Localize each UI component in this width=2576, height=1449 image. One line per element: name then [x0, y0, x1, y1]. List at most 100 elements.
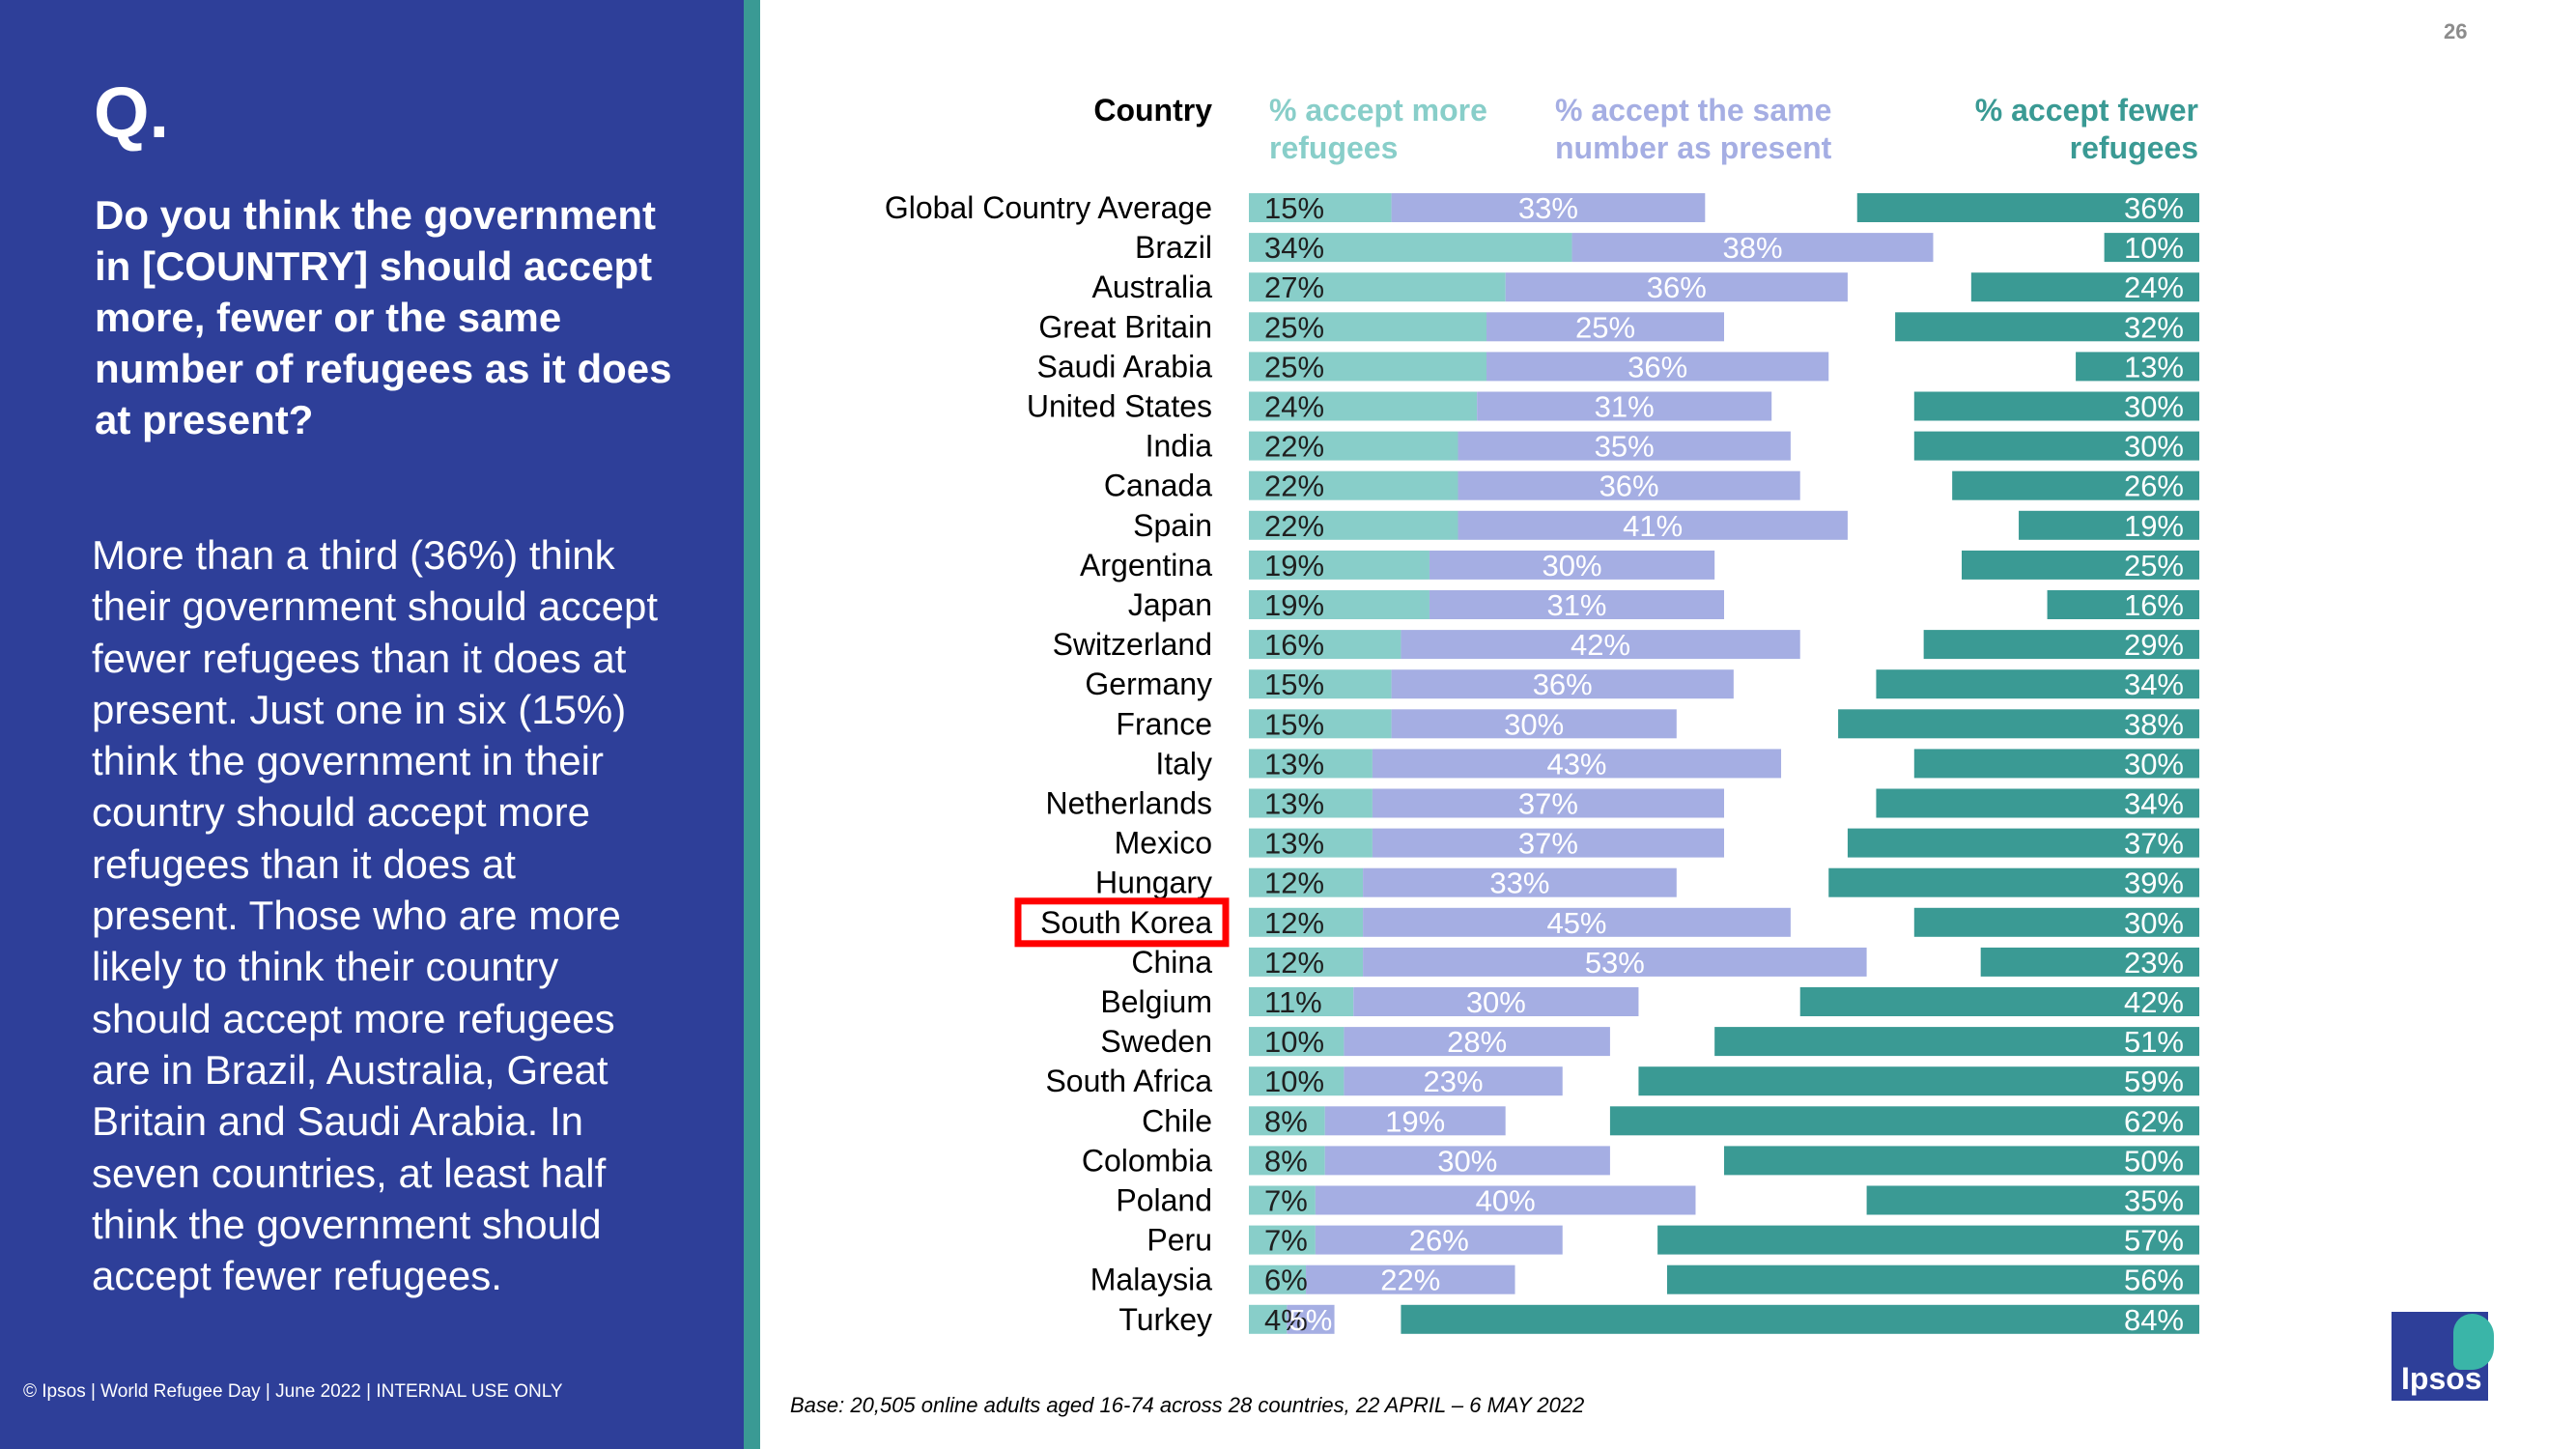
label-fewer-poland: 35% — [2124, 1184, 2184, 1218]
bar-more-south-africa — [1249, 1066, 1345, 1096]
bar-same-mexico — [1372, 828, 1724, 858]
bar-same-belgium — [1353, 987, 1639, 1016]
page-number: 26 — [2444, 19, 2468, 43]
label-more-canada: 22% — [1264, 469, 1324, 503]
country-label-malaysia: Malaysia — [1090, 1263, 1212, 1297]
country-label-sweden: Sweden — [1100, 1024, 1212, 1059]
bar-same-netherlands — [1372, 788, 1724, 818]
bar-more-france — [1249, 709, 1392, 739]
label-more-malaysia: 6% — [1264, 1264, 1308, 1297]
label-same-mexico: 37% — [1518, 827, 1578, 861]
question-label: Q. — [94, 72, 170, 153]
bar-more-mexico — [1249, 828, 1373, 858]
label-same-spain: 41% — [1623, 509, 1683, 543]
country-label-brazil: Brazil — [1135, 230, 1212, 265]
bar-fewer-south-africa — [1638, 1066, 2199, 1096]
bar-same-chile — [1324, 1106, 1506, 1136]
label-same-hungary: 33% — [1489, 867, 1549, 900]
label-fewer-sweden: 51% — [2124, 1025, 2184, 1059]
label-same-south-africa: 23% — [1424, 1065, 1484, 1098]
bar-same-poland — [1315, 1185, 1696, 1215]
bar-more-china — [1249, 947, 1364, 977]
label-fewer-saudi-arabia: 13% — [2124, 350, 2184, 384]
label-same-turkey: 5% — [1289, 1303, 1333, 1337]
country-label-great-britain: Great Britain — [1038, 309, 1212, 344]
bar-fewer-brazil — [2104, 233, 2199, 263]
country-label-canada: Canada — [1104, 469, 1212, 503]
label-fewer-malaysia: 56% — [2124, 1264, 2184, 1297]
bar-fewer-malaysia — [1666, 1264, 2199, 1294]
label-same-south-korea: 45% — [1546, 906, 1606, 940]
bar-same-germany — [1391, 669, 1734, 699]
bar-fewer-belgium — [1799, 987, 2199, 1016]
bar-same-sweden — [1344, 1027, 1610, 1057]
label-fewer-south-africa: 59% — [2124, 1065, 2184, 1098]
bar-more-poland — [1249, 1185, 1316, 1215]
label-more-brazil: 34% — [1264, 231, 1324, 265]
label-more-netherlands: 13% — [1264, 787, 1324, 821]
bar-more-germany — [1249, 669, 1392, 699]
label-fewer-chile: 62% — [2124, 1104, 2184, 1138]
country-label-chile: Chile — [1142, 1103, 1212, 1138]
label-more-india: 22% — [1264, 430, 1324, 464]
label-fewer-hungary: 39% — [2124, 867, 2184, 900]
legend-accept-fewer: % accept fewer refugees — [1974, 93, 2198, 165]
bar-more-japan — [1249, 590, 1430, 619]
bar-same-argentina — [1429, 550, 1715, 580]
bar-fewer-germany — [1876, 669, 2199, 699]
label-same-china: 53% — [1585, 946, 1645, 980]
bar-fewer-great-britain — [1895, 312, 2199, 342]
label-fewer-china: 23% — [2124, 946, 2184, 980]
bar-more-argentina — [1249, 550, 1430, 580]
country-label-switzerland: Switzerland — [1053, 627, 1212, 662]
bar-more-spain — [1249, 510, 1458, 540]
label-fewer-canada: 26% — [2124, 469, 2184, 503]
country-label-south-korea: South Korea — [1040, 905, 1212, 940]
bar-same-france — [1391, 709, 1677, 739]
label-more-south-korea: 12% — [1264, 906, 1324, 940]
label-same-malaysia: 22% — [1380, 1264, 1440, 1297]
bar-fewer-mexico — [1847, 828, 2199, 858]
bar-same-global-country-average — [1391, 193, 1706, 222]
label-fewer-argentina: 25% — [2124, 549, 2184, 582]
bar-fewer-saudi-arabia — [2076, 352, 2199, 382]
label-fewer-spain: 19% — [2124, 509, 2184, 543]
label-same-united-states: 31% — [1595, 390, 1655, 424]
country-label-colombia: Colombia — [1082, 1143, 1212, 1178]
question-text: Do you think the government in [COUNTRY]… — [95, 192, 672, 442]
label-fewer-belgium: 42% — [2124, 985, 2184, 1019]
logo-shape-icon — [2453, 1314, 2494, 1370]
country-label-germany: Germany — [1085, 667, 1212, 701]
bar-fewer-united-states — [1913, 391, 2199, 421]
label-more-australia: 27% — [1264, 270, 1324, 304]
label-more-belgium: 11% — [1264, 985, 1322, 1019]
bar-fewer-netherlands — [1876, 788, 2199, 818]
legend-accept-more: % accept more refugees — [1269, 93, 1487, 165]
country-column-header: Country — [1093, 93, 1212, 128]
label-same-belgium: 30% — [1466, 985, 1526, 1019]
bar-fewer-china — [1980, 947, 2199, 977]
country-label-mexico: Mexico — [1115, 826, 1212, 861]
label-more-switzerland: 16% — [1264, 628, 1324, 662]
label-same-poland: 40% — [1476, 1184, 1536, 1218]
bar-same-turkey — [1287, 1304, 1335, 1334]
country-label-spain: Spain — [1133, 508, 1212, 543]
label-same-germany: 36% — [1533, 668, 1593, 701]
label-more-china: 12% — [1264, 946, 1324, 980]
label-more-turkey: 4% — [1264, 1303, 1308, 1337]
label-fewer-switzerland: 29% — [2124, 628, 2184, 662]
base-note: Base: 20,505 online adults aged 16-74 ac… — [790, 1393, 1585, 1417]
label-fewer-netherlands: 34% — [2124, 787, 2184, 821]
copyright-footer: © Ipsos | World Refugee Day | June 2022 … — [23, 1381, 563, 1402]
country-label-saudi-arabia: Saudi Arabia — [1037, 349, 1213, 384]
bar-more-belgium — [1249, 987, 1354, 1016]
bar-fewer-colombia — [1724, 1146, 2199, 1176]
bar-same-canada — [1458, 470, 1800, 500]
bar-more-peru — [1249, 1225, 1316, 1255]
bar-fewer-chile — [1609, 1106, 2199, 1136]
label-same-japan: 31% — [1546, 588, 1606, 622]
label-more-united-states: 24% — [1264, 390, 1324, 424]
summary-text: More than a third (36%) think their gove… — [92, 532, 659, 1299]
label-same-sweden: 28% — [1447, 1025, 1507, 1059]
bar-same-peru — [1315, 1225, 1563, 1255]
